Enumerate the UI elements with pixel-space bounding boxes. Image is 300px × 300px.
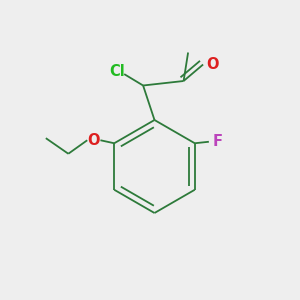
Text: O: O xyxy=(88,133,100,148)
Text: O: O xyxy=(206,57,218,72)
Text: Cl: Cl xyxy=(110,64,125,79)
Text: F: F xyxy=(212,134,222,149)
